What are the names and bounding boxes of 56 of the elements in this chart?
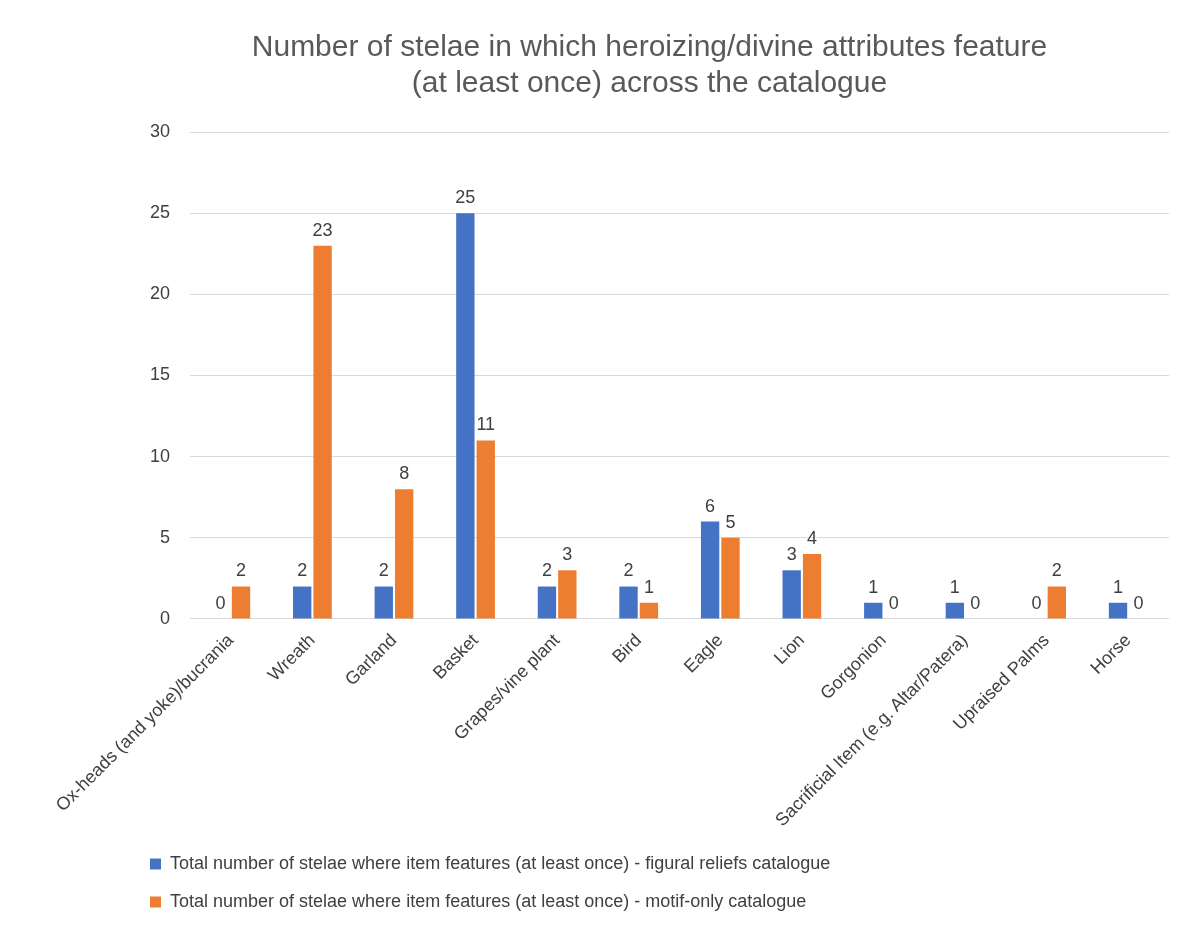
data-label: 11 [476, 414, 496, 435]
bar [945, 602, 965, 619]
data-label: 2 [378, 560, 389, 581]
data-label: 0 [1031, 592, 1042, 613]
data-label: 1 [643, 576, 654, 597]
bar [700, 521, 720, 619]
bar [395, 489, 414, 619]
y-tick-label: 15 [149, 364, 171, 385]
data-label: 1 [868, 576, 879, 597]
y-tick-label: 30 [149, 120, 171, 141]
bar [374, 586, 393, 619]
data-label: 2 [1051, 560, 1062, 581]
data-label: 25 [455, 187, 476, 208]
data-label: 0 [1133, 592, 1144, 613]
y-tick-label: 0 [160, 607, 171, 628]
x-tick-label: Bird [608, 629, 646, 667]
bar [802, 554, 822, 619]
data-label: 3 [786, 544, 797, 565]
bar [619, 586, 638, 619]
bar [476, 440, 495, 619]
bar [1108, 602, 1128, 619]
bar [1047, 586, 1066, 619]
legend-label: Total number of stelae where item features (at least once) - motif-only catalogue [170, 890, 807, 911]
text: Number of stelae in which heroizing/divine attributes feature [251, 29, 1048, 63]
bar [231, 586, 251, 619]
data-label: 4 [807, 528, 818, 549]
y-tick-label: 5 [160, 526, 171, 547]
data-label: 1 [949, 576, 960, 597]
data-label: 2 [541, 560, 552, 581]
data-label: 23 [312, 219, 333, 240]
bar [639, 602, 659, 619]
x-tick-label: Lion [770, 629, 809, 669]
data-label: 5 [725, 511, 736, 532]
bar [313, 245, 332, 619]
bar [864, 602, 883, 619]
legend-label: Total number of stelae where item features (at least once) - figural reliefs catalogue [170, 852, 831, 873]
bar [782, 570, 801, 619]
data-label: 6 [705, 495, 716, 516]
y-tick-label: 25 [149, 202, 171, 223]
text: (at least once) across the catalogue [411, 65, 888, 99]
y-tick-label: 20 [149, 283, 171, 304]
data-label: 0 [888, 592, 899, 613]
data-label: 2 [297, 560, 308, 581]
data-label: 0 [215, 592, 226, 613]
bar [293, 586, 312, 619]
bar [721, 537, 740, 619]
data-label: 8 [399, 463, 410, 484]
y-tick-label: 10 [149, 445, 171, 466]
data-label: 3 [562, 544, 573, 565]
data-label: 2 [623, 560, 634, 581]
bar [537, 586, 557, 619]
bar [456, 213, 475, 619]
data-label: 2 [236, 560, 247, 581]
data-label: 1 [1113, 576, 1124, 597]
data-label: 0 [970, 592, 981, 613]
bar [558, 570, 577, 619]
